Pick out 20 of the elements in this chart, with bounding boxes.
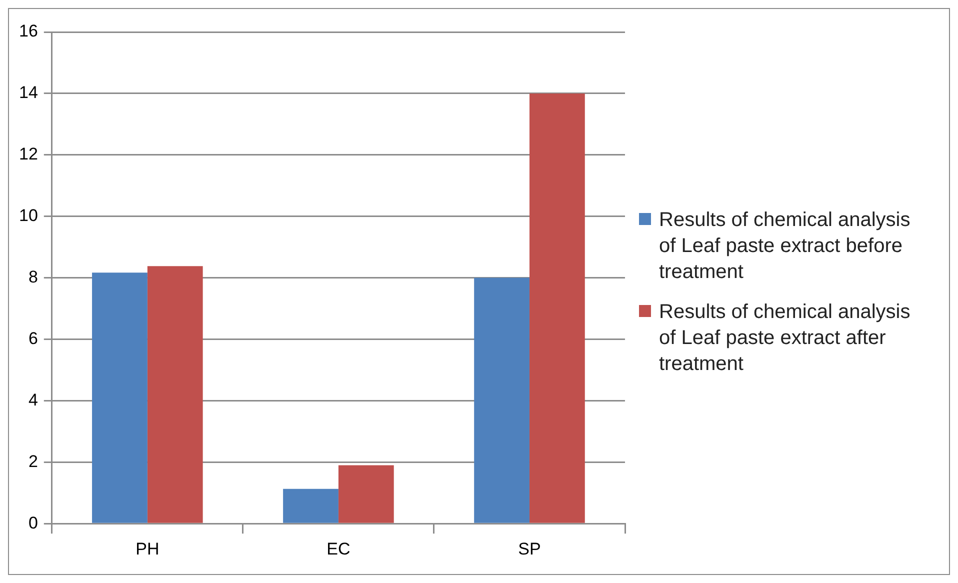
x-tick-label: EC (326, 538, 350, 558)
y-tick-label: 2 (28, 451, 38, 470)
y-tick-label: 16 (18, 21, 38, 40)
y-tick-label: 14 (18, 82, 38, 102)
legend-label: Results of chemical analysis of Leaf paste extract after treatment (659, 300, 912, 376)
y-tick-label: 6 (28, 328, 38, 348)
x-tick-label: PH (136, 538, 160, 558)
bar (147, 266, 203, 522)
y-tick-label: 12 (18, 144, 38, 164)
legend-label: Results of chemical analysis of Leaf paste extract before treatment (659, 208, 912, 284)
y-tick-label: 0 (28, 512, 38, 532)
bar (529, 92, 585, 522)
bar (92, 272, 148, 522)
bar (283, 488, 338, 522)
y-tick-label: 10 (18, 206, 38, 225)
y-tick-label: 8 (28, 266, 38, 286)
y-tick-label: 4 (28, 390, 38, 409)
x-tick-label: SP (518, 538, 541, 558)
bar (338, 464, 394, 522)
bar (474, 277, 530, 522)
